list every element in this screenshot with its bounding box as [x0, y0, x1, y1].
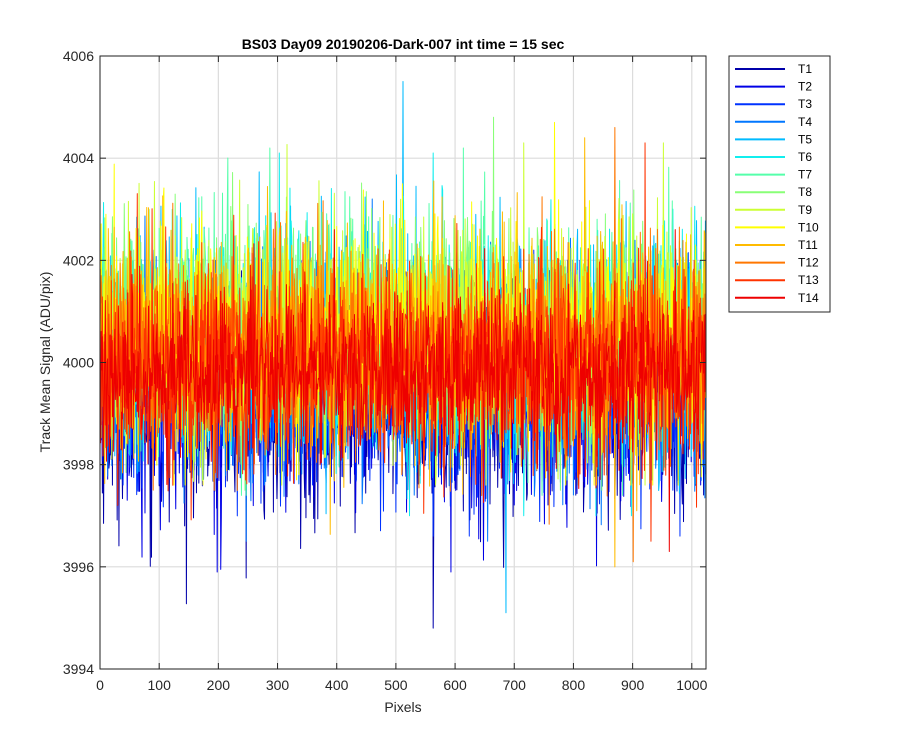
x-tick-label: 400 [325, 677, 349, 693]
x-tick-label: 100 [148, 677, 172, 693]
legend-label-t4: T4 [798, 115, 812, 129]
y-axis-label: Track Mean Signal (ADU/pix) [37, 272, 53, 453]
legend-label-t10: T10 [798, 220, 819, 234]
x-tick-label: 800 [562, 677, 586, 693]
legend-label-t9: T9 [798, 203, 812, 217]
y-tick-label: 4004 [63, 150, 94, 166]
y-tick-label: 3994 [63, 661, 94, 677]
legend-label-t2: T2 [798, 80, 812, 94]
x-tick-label: 600 [443, 677, 467, 693]
legend: T1 T2 T3 T4 T5 T6 T7 T8 T9 T10 T11 T12 T13 T14 [728, 55, 831, 313]
x-tick-label: 1000 [676, 677, 707, 693]
legend-label-t5: T5 [798, 132, 812, 146]
y-tick-label: 3998 [63, 457, 94, 473]
y-tick-label: 4002 [63, 252, 94, 268]
y-tick-label: 3996 [63, 559, 94, 575]
legend-label-t3: T3 [798, 97, 812, 111]
legend-label-t13: T13 [798, 273, 819, 287]
series-group [100, 81, 706, 629]
legend-label-t14: T14 [798, 291, 819, 305]
x-tick-label: 900 [621, 677, 645, 693]
x-tick-label: 500 [384, 677, 408, 693]
legend-box [728, 55, 831, 313]
y-tick-label: 4000 [63, 355, 94, 371]
legend-label-t11: T11 [798, 238, 818, 252]
legend-label-t1: T1 [798, 62, 812, 76]
x-axis-label: Pixels [384, 699, 421, 715]
x-tick-label: 0 [96, 677, 104, 693]
series-line-t14 [100, 229, 706, 553]
legend-label-t12: T12 [798, 256, 819, 270]
legend-label-t8: T8 [798, 185, 812, 199]
legend-label-t7: T7 [798, 168, 812, 182]
x-tick-label: 300 [266, 677, 290, 693]
y-tick-label: 4006 [63, 48, 94, 64]
x-tick-label: 700 [503, 677, 527, 693]
x-tick-label: 200 [207, 677, 231, 693]
legend-label-t6: T6 [798, 150, 812, 164]
chart-title: BS03 Day09 20190206-Dark-007 int time = … [242, 36, 565, 52]
ticks: 0 100 200 300 400 500 600 700 800 900 1000 3994 3996… [63, 48, 708, 693]
